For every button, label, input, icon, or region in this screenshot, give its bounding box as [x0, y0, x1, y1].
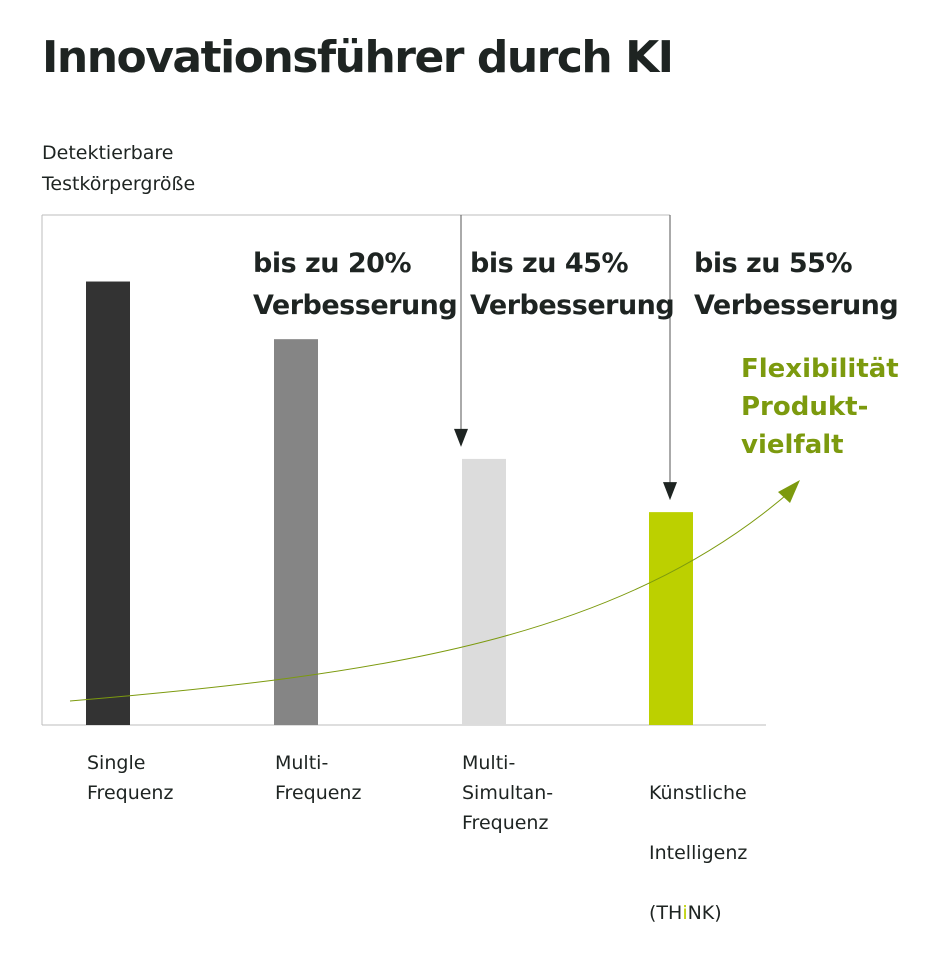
chart-plot-area [41, 214, 800, 726]
trend-label: Flexibilität Produkt- vielfalt [741, 350, 899, 464]
trend-label-line2: Produkt- [741, 392, 869, 422]
bar-0 [86, 281, 130, 725]
category-label-ki-line3: (THiNK) [649, 898, 747, 928]
category-label-single: Single Frequenz [87, 752, 174, 804]
annotation-55-line2: Verbesserung [694, 290, 899, 321]
annotation-45-line2: Verbesserung [470, 290, 675, 321]
think-post: NK) [687, 902, 722, 924]
bar-2 [462, 458, 506, 725]
category-label-multi: Multi- Frequenz [275, 752, 362, 804]
annotation-55-line1: bis zu 55% [694, 248, 853, 279]
trend-label-line3: vielfalt [741, 430, 844, 460]
annotation-20-line1: bis zu 20% [253, 248, 412, 279]
trend-arrowhead [778, 480, 800, 503]
annotation-45: bis zu 45% Verbesserung [470, 243, 675, 327]
annotation-45-line1: bis zu 45% [470, 248, 629, 279]
trend-curve [69, 489, 793, 702]
trend-label-line1: Flexibilität [741, 354, 899, 384]
y-axis-label: Detektierbare Testkörpergröße [42, 142, 196, 195]
think-pre: (TH [649, 902, 683, 924]
category-label-ki-line1: Künstliche [649, 782, 747, 804]
category-label-ki-line2: Intelligenz [649, 842, 748, 864]
annotation-20-line2: Verbesserung [253, 290, 458, 321]
category-label-ki: Künstliche Intelligenz (THiNK) [649, 748, 747, 958]
bar-1 [274, 339, 318, 725]
drop-arrowhead-3 [663, 482, 677, 501]
chart-title: Innovationsführer durch KI [42, 32, 674, 83]
drop-arrowhead-2 [454, 428, 468, 447]
annotation-20: bis zu 20% Verbesserung [253, 243, 458, 327]
bar-3 [649, 512, 693, 725]
annotation-55: bis zu 55% Verbesserung [694, 243, 899, 327]
category-label-simultan: Multi- Simultan- Frequenz [462, 752, 554, 834]
